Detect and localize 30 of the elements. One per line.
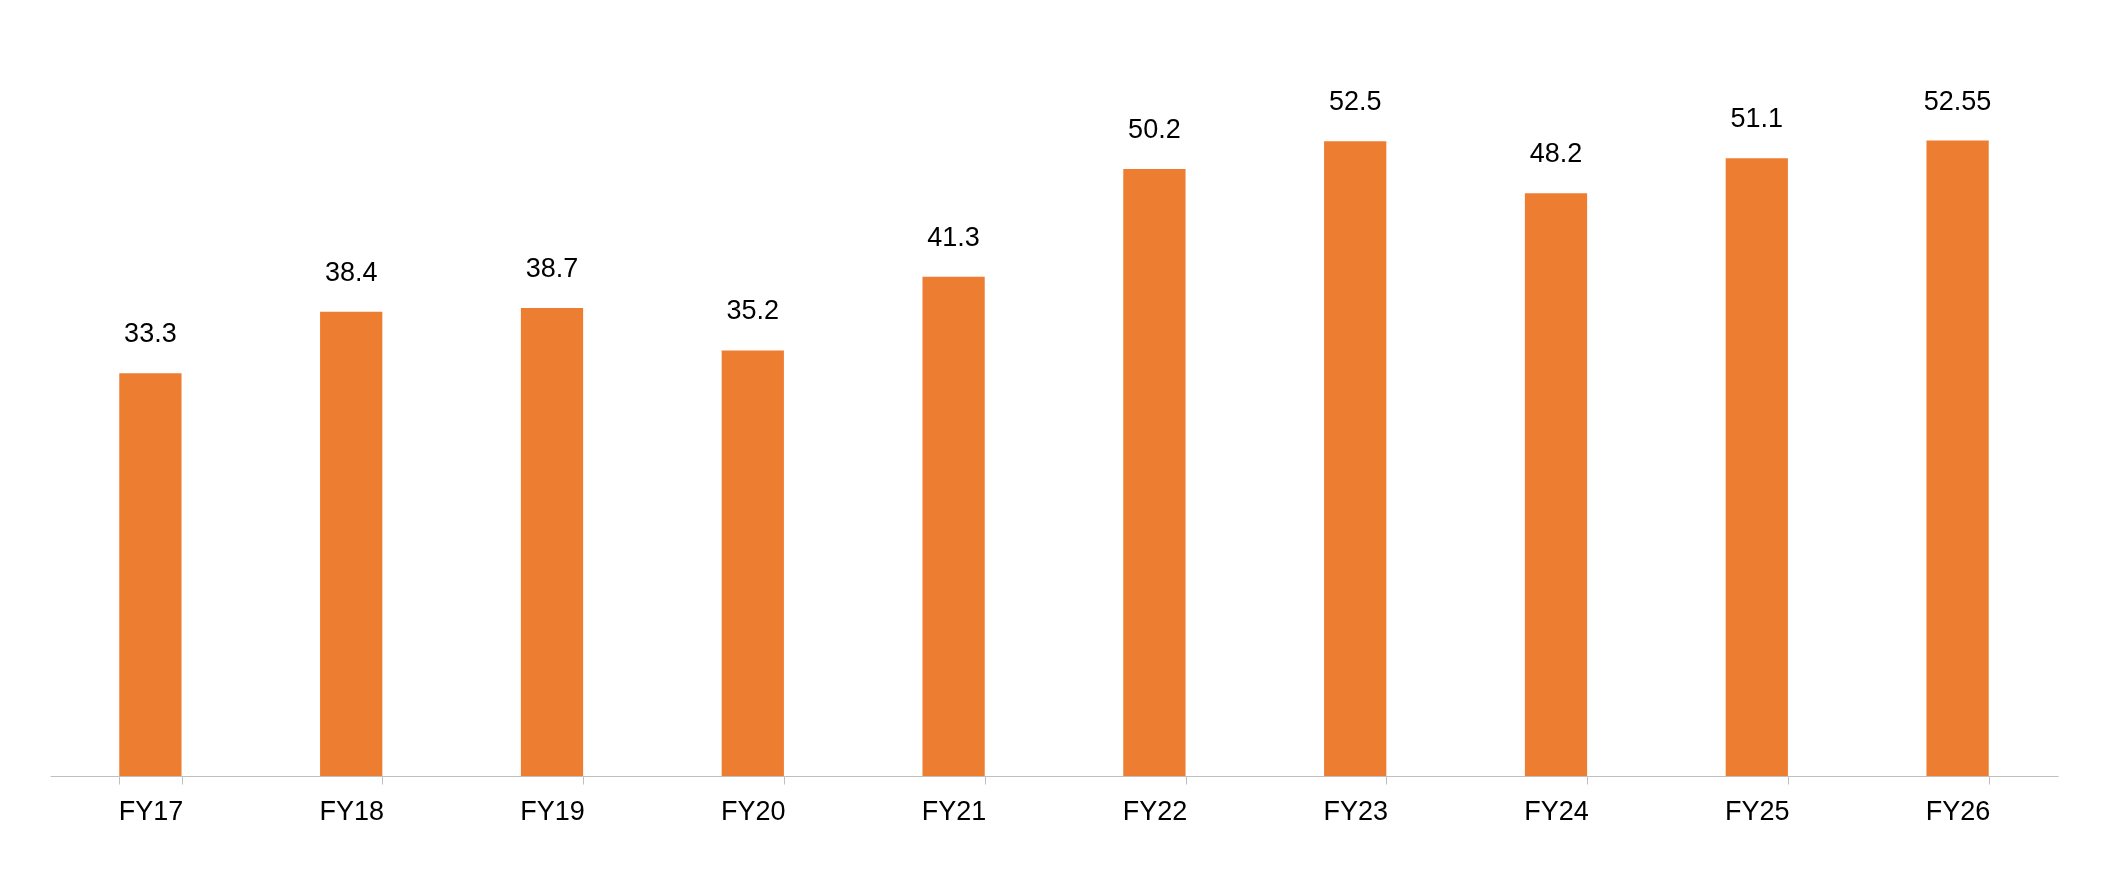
data-label: 51.1 [1730, 103, 1784, 134]
data-label: 41.3 [927, 221, 980, 252]
x-tick-label: FY22 [1122, 795, 1188, 826]
data-label: 48.2 [1529, 138, 1583, 169]
bar [119, 373, 182, 776]
bar [1123, 169, 1186, 776]
x-tick-label: FY25 [1725, 795, 1790, 826]
data-label: 35.2 [726, 295, 780, 326]
x-tick-label: FY20 [721, 795, 786, 826]
bar [1926, 140, 1989, 776]
bar [1524, 193, 1588, 776]
x-tick-label: FY24 [1524, 795, 1589, 826]
x-tick-label: FY23 [1323, 795, 1388, 826]
data-label: 50.2 [1128, 114, 1181, 145]
x-tick-label: FY18 [319, 795, 384, 826]
data-label: 52.5 [1328, 86, 1382, 117]
data-label: 38.7 [525, 253, 579, 284]
x-tick-label: FY17 [118, 795, 184, 826]
x-tick-label: FY19 [520, 795, 585, 826]
bar [922, 276, 985, 776]
data-label: 52.55 [1923, 85, 1992, 116]
x-tick-label: FY21 [921, 795, 987, 826]
bar [1725, 158, 1788, 776]
bar [1324, 141, 1387, 776]
bar [520, 308, 584, 776]
data-label: 38.4 [324, 256, 378, 287]
data-label: 33.3 [124, 318, 177, 349]
bar [320, 311, 383, 776]
bar [721, 350, 784, 776]
x-tick-label: FY26 [1925, 795, 1991, 826]
